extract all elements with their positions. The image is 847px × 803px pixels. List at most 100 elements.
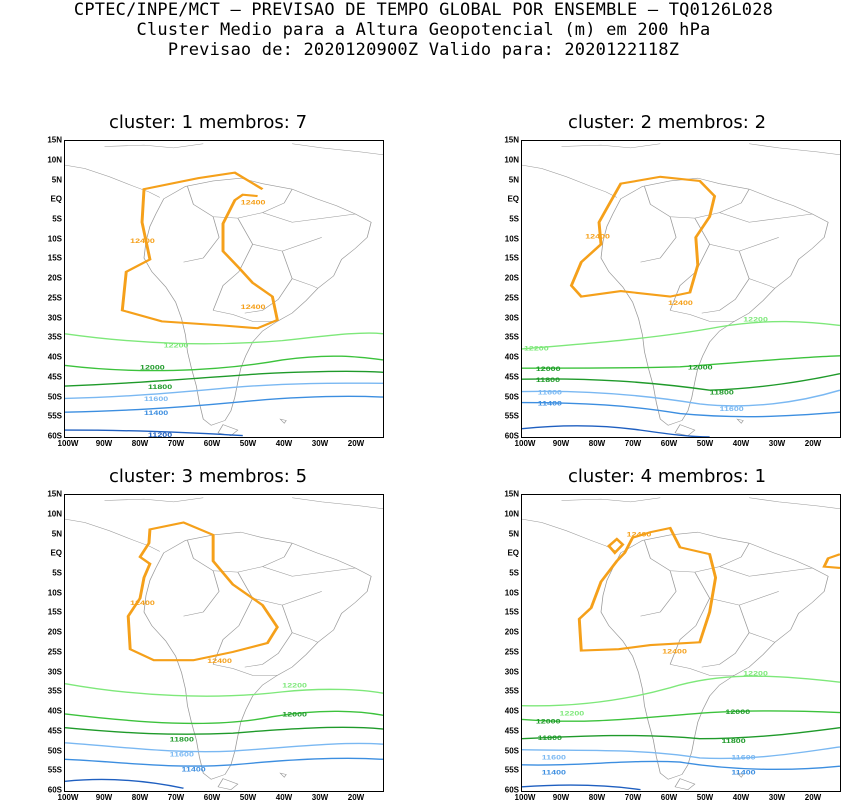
label-11800: 11800 <box>710 389 734 396</box>
cluster-panel-2: cluster: 2 membros: 2 15N 10N 5N EQ 5S 1… <box>487 108 847 448</box>
label-12200: 12200 <box>164 342 189 349</box>
label-11600: 11600 <box>170 751 194 758</box>
lon-tick: 30W <box>768 793 786 802</box>
lat-tick: 10S <box>504 234 519 244</box>
contour-12200 <box>65 332 383 345</box>
lat-tick: 55S <box>504 411 519 421</box>
lat-tick: 15S <box>504 607 519 617</box>
lat-tick: 45S <box>47 372 62 382</box>
lat-tick: 45S <box>47 726 62 736</box>
label-12000: 12000 <box>536 365 561 372</box>
lon-tick: 30W <box>311 439 329 448</box>
lon-tick: 80W <box>588 439 606 448</box>
contour-12400 <box>569 175 717 298</box>
lat-tick: 35S <box>504 686 519 696</box>
contour-12400 <box>822 553 840 569</box>
lat-tick: 60S <box>47 431 62 441</box>
contour-11800 <box>522 373 840 391</box>
label-11400: 11400 <box>538 400 562 407</box>
label-12000: 12000 <box>536 718 561 725</box>
lat-tick: 5S <box>509 568 519 578</box>
lat-tick: 10N <box>504 509 519 519</box>
lat-tick: 40S <box>47 706 62 716</box>
lat-tick: 50S <box>47 746 62 755</box>
lon-tick: 70W <box>167 439 185 448</box>
lat-tick: 25S <box>47 647 62 657</box>
lon-tick: 50W <box>696 439 714 448</box>
label-11200: 11200 <box>148 431 172 437</box>
lat-tick: 15S <box>504 253 519 263</box>
lat-tick: 15N <box>504 489 519 499</box>
label-12400: 12400 <box>241 199 266 206</box>
lat-tick: 5S <box>52 214 62 224</box>
contour-11600 <box>522 746 840 760</box>
latitude-axis: 15N 10N 5N EQ 5S 10S 15S 20S 25S 30S 35S… <box>487 136 519 441</box>
lat-tick: 20S <box>47 273 62 283</box>
label-11800: 11800 <box>148 383 172 390</box>
lat-tick: 10N <box>47 155 62 165</box>
lat-tick: 5N <box>51 175 62 184</box>
panel-title: cluster: 1 membros: 7 <box>108 112 308 133</box>
lat-tick: 10S <box>47 234 62 244</box>
lon-tick: 20W <box>347 793 365 802</box>
lon-tick: 100W <box>514 793 536 802</box>
label-11600: 11600 <box>731 754 755 761</box>
contour-12400 <box>607 537 625 555</box>
lat-tick: 10S <box>47 588 62 598</box>
lat-tick: 50S <box>504 746 519 755</box>
label-12400: 12400 <box>585 233 610 240</box>
label-11400: 11400 <box>144 409 168 416</box>
lat-tick: 30S <box>504 667 519 677</box>
lon-tick: 70W <box>167 793 185 802</box>
lat-tick: 5S <box>52 568 62 578</box>
lat-tick: EQ <box>50 548 62 558</box>
lon-tick: 80W <box>131 793 149 802</box>
label-11800: 11800 <box>170 736 194 743</box>
label-12200: 12200 <box>743 670 768 677</box>
lon-tick: 20W <box>347 439 365 448</box>
latitude-axis: 15N 10N 5N EQ 5S 10S 15S 20S 25S 30S 35S… <box>487 490 519 795</box>
lat-tick: 15N <box>47 135 62 145</box>
lon-tick: 30W <box>311 793 329 802</box>
lon-tick: 50W <box>239 793 257 802</box>
lat-tick: 20S <box>504 273 519 283</box>
label-12400: 12400 <box>662 648 687 655</box>
contour-11400 <box>65 757 383 767</box>
contour-11200 <box>522 784 641 791</box>
lat-tick: 20S <box>504 627 519 637</box>
lon-tick: 60W <box>660 439 678 448</box>
latitude-axis: 15N 10N 5N EQ 5S 10S 15S 20S 25S 30S 35S… <box>28 490 62 795</box>
contour-11800 <box>65 726 383 735</box>
label-12400: 12400 <box>207 657 232 664</box>
label-12000: 12000 <box>725 708 750 715</box>
latitude-axis: 15N 10N 5N EQ 5S 10S 15S 20S 25S 30S 35S… <box>28 136 62 441</box>
contour-12000 <box>522 710 840 722</box>
map-svg: 12400 12400 12200 12000 11800 11600 1140… <box>65 497 383 791</box>
label-11600: 11600 <box>538 389 562 396</box>
label-11800: 11800 <box>536 376 560 383</box>
contour-11400 <box>522 401 840 418</box>
contour-12000 <box>65 710 383 725</box>
lon-tick: 90W <box>552 439 570 448</box>
label-12400: 12400 <box>241 303 266 310</box>
contour-11400 <box>65 395 383 413</box>
contour-11400 <box>522 760 840 771</box>
lat-tick: 40S <box>47 352 62 362</box>
label-11400: 11400 <box>731 769 755 776</box>
lat-tick: 10S <box>504 588 519 598</box>
lon-tick: 40W <box>732 439 750 448</box>
lon-tick: 40W <box>732 793 750 802</box>
contour-11600 <box>65 742 383 753</box>
lat-tick: 35S <box>47 686 62 696</box>
lat-tick: 55S <box>47 411 62 421</box>
map-svg: 12400 12400 12200 12200 12000 12000 1180… <box>522 143 840 437</box>
panel-title: cluster: 4 membros: 1 <box>567 466 767 487</box>
lat-tick: 15N <box>47 489 62 499</box>
south-america-coastline <box>65 143 383 437</box>
longitude-axis: 100W 90W 80W 70W 60W 50W 40W 30W 20W <box>58 439 382 449</box>
lon-tick: 100W <box>514 439 536 448</box>
lat-tick: 5N <box>51 529 62 538</box>
lat-tick: 25S <box>504 293 519 303</box>
contour-11800 <box>65 370 383 387</box>
contour-11600 <box>65 382 383 400</box>
